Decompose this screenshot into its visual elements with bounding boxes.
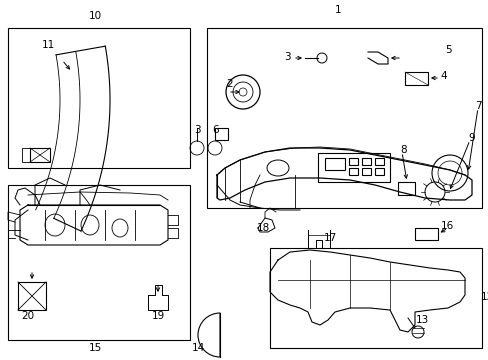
Text: 15: 15 [88, 343, 102, 353]
Bar [404, 72, 427, 85]
Text: 11: 11 [41, 40, 55, 50]
Bar [414, 228, 437, 240]
Text: 7: 7 [474, 101, 480, 111]
Bar [18, 282, 46, 310]
Bar [317, 153, 389, 182]
Text: 19: 19 [151, 311, 164, 321]
Bar [215, 128, 227, 140]
Text: 13: 13 [414, 315, 428, 325]
Bar [374, 168, 383, 175]
Text: 10: 10 [88, 11, 102, 21]
Text: 4: 4 [440, 71, 447, 81]
Text: 12: 12 [479, 292, 488, 302]
Text: 17: 17 [323, 233, 336, 243]
Text: 16: 16 [440, 221, 453, 231]
Text: 3: 3 [193, 125, 200, 135]
Text: 20: 20 [21, 311, 35, 321]
Bar [206, 28, 481, 208]
Text: 8: 8 [400, 145, 407, 155]
Text: 14: 14 [191, 343, 204, 353]
Bar [8, 28, 190, 168]
Text: 6: 6 [212, 125, 219, 135]
Text: 5: 5 [445, 45, 451, 55]
Text: 18: 18 [256, 223, 269, 233]
Bar [348, 168, 357, 175]
Text: 2: 2 [226, 79, 233, 89]
Text: 9: 9 [468, 133, 474, 143]
Bar [8, 185, 190, 340]
Text: 1: 1 [334, 5, 341, 15]
Bar [30, 148, 50, 162]
Text: 3: 3 [283, 52, 290, 62]
Bar [348, 158, 357, 165]
Bar [361, 168, 370, 175]
Bar [361, 158, 370, 165]
Bar [397, 182, 414, 195]
Bar [374, 158, 383, 165]
Bar [325, 158, 345, 170]
Bar [269, 248, 481, 348]
